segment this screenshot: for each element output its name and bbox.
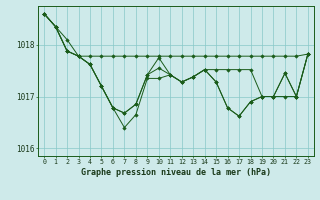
X-axis label: Graphe pression niveau de la mer (hPa): Graphe pression niveau de la mer (hPa) (81, 168, 271, 177)
